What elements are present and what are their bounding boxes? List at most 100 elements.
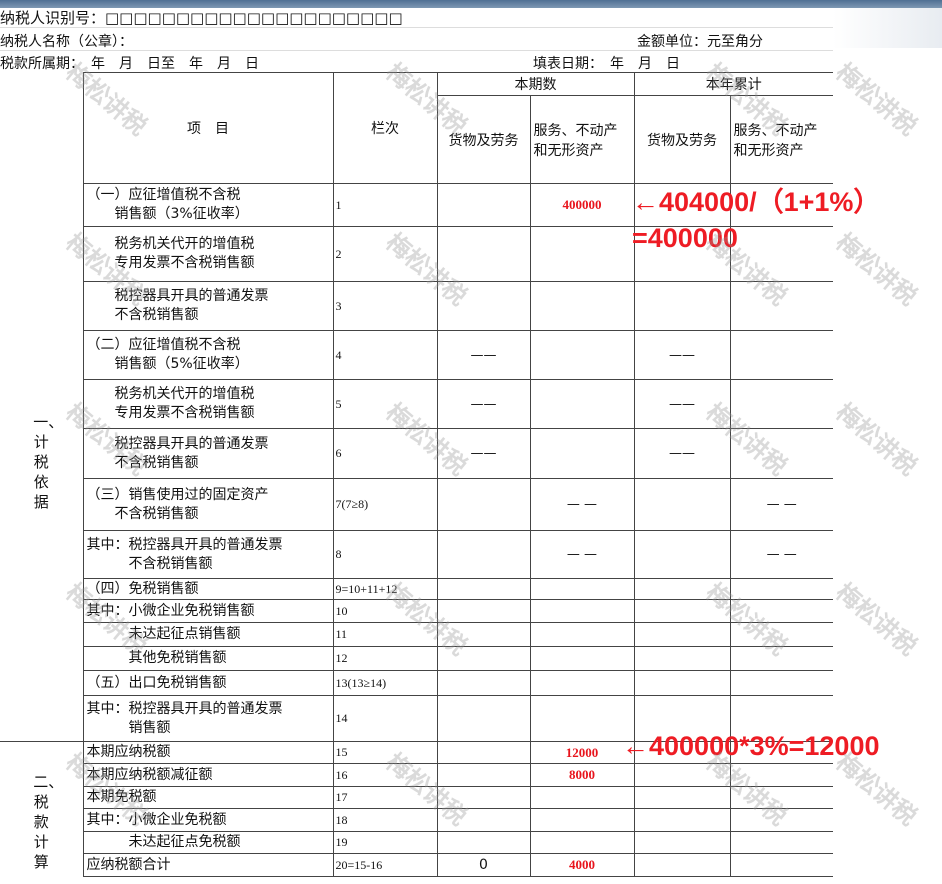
cell-ytd-goods[interactable] <box>633 831 731 854</box>
cell-ytd-services[interactable] <box>729 281 833 331</box>
cell-ytd-services[interactable] <box>729 786 833 809</box>
row-line-number: 14 <box>332 695 438 742</box>
goods-header: 货物及劳务 <box>436 95 531 184</box>
cell-current-goods[interactable] <box>436 741 531 764</box>
row-item-label: 其中：小微企业免税销售额 <box>82 599 334 623</box>
cell-current-services[interactable] <box>529 622 635 647</box>
cell-current-services[interactable]: 12000 <box>529 741 635 764</box>
cell-current-services[interactable]: — — <box>529 478 635 531</box>
cell-ytd-services[interactable] <box>729 808 833 832</box>
row-line-number: 4 <box>332 330 438 380</box>
cell-current-services[interactable] <box>529 599 635 623</box>
cell-ytd-goods[interactable] <box>633 622 731 647</box>
watermark: 梅松讲税 <box>830 57 923 141</box>
cell-current-services[interactable] <box>529 695 635 742</box>
cell-ytd-goods[interactable] <box>633 808 731 832</box>
cell-ytd-goods[interactable] <box>633 478 731 531</box>
cell-ytd-services[interactable]: — — <box>729 478 833 531</box>
cell-ytd-goods[interactable] <box>633 853 731 877</box>
cell-ytd-goods[interactable]: —— <box>633 330 731 380</box>
cell-ytd-goods[interactable] <box>633 599 731 623</box>
row-item-label: （一）应征增值税不含税 销售额（3%征收率） <box>82 183 334 227</box>
cell-ytd-services[interactable] <box>729 428 833 479</box>
cell-current-goods[interactable] <box>436 622 531 647</box>
cell-current-services[interactable]: 4000 <box>529 853 635 877</box>
cell-current-services[interactable] <box>529 808 635 832</box>
table-row: 本期免税额 17 <box>0 786 833 809</box>
current-period-header: 本期数 <box>436 72 635 96</box>
cell-current-services[interactable] <box>529 831 635 854</box>
row-line-number: 12 <box>332 646 438 671</box>
cell-ytd-services[interactable] <box>729 763 833 787</box>
cell-ytd-services[interactable]: — — <box>729 530 833 579</box>
cell-current-services[interactable] <box>529 670 635 696</box>
cell-ytd-goods[interactable] <box>633 530 731 579</box>
cell-current-services[interactable] <box>529 379 635 429</box>
cell-ytd-goods[interactable] <box>633 281 731 331</box>
cell-ytd-services[interactable] <box>729 670 833 696</box>
cell-ytd-goods[interactable] <box>633 578 731 600</box>
table-row: （四）免税销售额 9=10+11+12 <box>0 578 833 600</box>
cell-ytd-services[interactable] <box>729 578 833 600</box>
cell-ytd-goods[interactable] <box>633 786 731 809</box>
cell-ytd-services[interactable] <box>729 330 833 380</box>
cell-current-goods[interactable] <box>436 763 531 787</box>
cell-current-goods[interactable] <box>436 478 531 531</box>
cell-current-services[interactable] <box>529 786 635 809</box>
cell-current-services[interactable] <box>529 281 635 331</box>
fill-date: 填表日期： 年 月 日 <box>533 56 680 72</box>
watermark: 梅松讲税 <box>830 397 923 481</box>
cell-current-services[interactable] <box>529 226 635 282</box>
cell-current-services[interactable] <box>529 428 635 479</box>
cell-ytd-services[interactable] <box>729 853 833 877</box>
cell-ytd-services[interactable] <box>729 379 833 429</box>
cell-current-goods[interactable] <box>436 831 531 854</box>
cell-ytd-services[interactable] <box>729 622 833 647</box>
cell-current-services[interactable] <box>529 330 635 380</box>
cell-current-goods[interactable] <box>436 599 531 623</box>
cell-ytd-services[interactable] <box>729 599 833 623</box>
cell-current-services[interactable]: — — <box>529 530 635 579</box>
cell-current-goods[interactable] <box>436 808 531 832</box>
cell-current-goods[interactable]: —— <box>436 428 531 479</box>
cell-current-goods[interactable] <box>436 786 531 809</box>
annotation-note1-line1: ←404000/（1+1%） <box>632 187 881 217</box>
row-item-label: 本期免税额 <box>82 786 334 809</box>
cell-ytd-services[interactable] <box>729 226 833 282</box>
cell-current-services[interactable] <box>529 578 635 600</box>
cell-ytd-goods[interactable] <box>633 763 731 787</box>
ytd-header: 本年累计 <box>633 72 833 96</box>
cell-current-goods[interactable] <box>436 530 531 579</box>
cell-ytd-goods[interactable] <box>633 183 731 227</box>
cell-ytd-goods[interactable]: —— <box>633 379 731 429</box>
table-row: 其中：税控器具开具的普通发票 不含税销售额 8 — — — — <box>0 530 833 579</box>
cell-current-services[interactable] <box>529 646 635 671</box>
row-item-label: 税务机关代开的增值税 专用发票不含税销售额 <box>82 226 334 282</box>
table-row: （二）应征增值税不含税 销售额（5%征收率） 4 —— —— <box>0 330 833 380</box>
cell-current-goods[interactable] <box>436 281 531 331</box>
cell-ytd-goods[interactable] <box>633 670 731 696</box>
cell-ytd-services[interactable] <box>729 831 833 854</box>
cell-current-goods[interactable] <box>436 183 531 227</box>
annotation-note2: ←400000*3%=12000 <box>622 731 880 761</box>
cell-current-goods[interactable] <box>436 695 531 742</box>
table-row: 其他免税销售额 12 <box>0 646 833 671</box>
cell-ytd-services[interactable] <box>729 646 833 671</box>
cell-current-services[interactable]: 8000 <box>529 763 635 787</box>
cell-ytd-goods[interactable] <box>633 226 731 282</box>
cell-current-goods[interactable]: —— <box>436 379 531 429</box>
watermark: 梅松讲税 <box>830 227 923 311</box>
services-header: 服务、不动产和无形资产 <box>529 95 635 184</box>
cell-current-goods[interactable] <box>436 226 531 282</box>
row-item-label: （四）免税销售额 <box>82 578 334 600</box>
section-tax-calc: 二、税款计算 <box>0 741 84 877</box>
cell-current-goods[interactable]: 0 <box>436 853 531 877</box>
cell-current-services[interactable]: 400000 <box>529 183 635 227</box>
cell-current-goods[interactable] <box>436 578 531 600</box>
cell-ytd-goods[interactable] <box>633 646 731 671</box>
cell-current-goods[interactable] <box>436 646 531 671</box>
cell-current-goods[interactable] <box>436 670 531 696</box>
table-row: （三）销售使用过的固定资产 不含税销售额 7(7≥8) — — — — <box>0 478 833 531</box>
cell-current-goods[interactable]: —— <box>436 330 531 380</box>
cell-ytd-goods[interactable]: —— <box>633 428 731 479</box>
